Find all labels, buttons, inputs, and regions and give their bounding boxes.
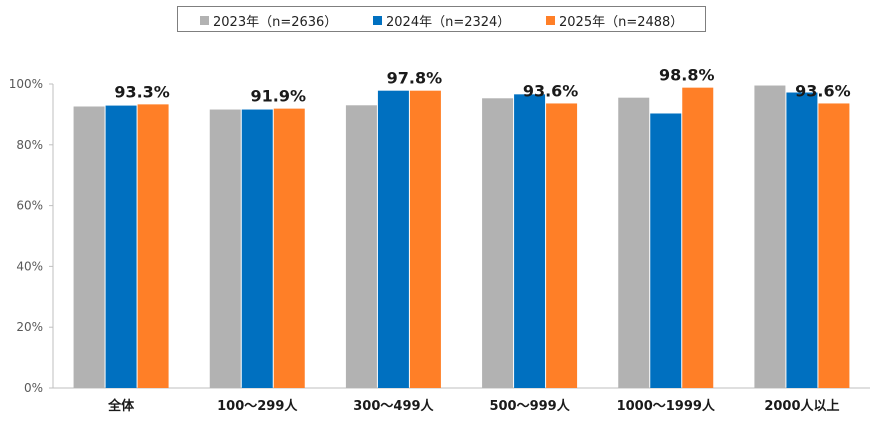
- bar: [105, 105, 137, 389]
- bar: [273, 108, 305, 389]
- x-tick-label: 500～999人: [489, 398, 570, 414]
- data-label: 93.3%: [114, 82, 170, 101]
- data-label: 98.8%: [659, 66, 715, 85]
- bar: [618, 97, 650, 389]
- legend-label-2025: 2025年（n=2488）: [559, 14, 684, 30]
- bar: [241, 109, 273, 388]
- bar: [377, 90, 409, 389]
- legend-label-2023: 2023年（n=2636）: [213, 14, 338, 30]
- legend-item-2025: 2025年（n=2488）: [546, 11, 684, 30]
- x-tick-label: 1000～1999人: [617, 398, 716, 414]
- y-tick-label: 40%: [16, 259, 43, 273]
- data-label: 97.8%: [387, 69, 443, 88]
- legend-swatch-2025: [546, 15, 555, 25]
- bar: [137, 104, 169, 389]
- x-tick-label: 全体: [107, 398, 135, 414]
- bar: [650, 113, 682, 388]
- y-tick-label: 20%: [16, 320, 43, 334]
- bar: [514, 94, 546, 388]
- bar: [682, 87, 714, 388]
- y-tick-label: 80%: [16, 138, 43, 152]
- y-tick-label: 0%: [24, 381, 43, 395]
- data-label: 93.6%: [523, 81, 579, 100]
- bar: [786, 92, 818, 389]
- bar: [345, 105, 377, 388]
- data-label: 91.9%: [250, 87, 306, 106]
- legend-item-2023: 2023年（n=2636）: [200, 11, 338, 30]
- bar: [546, 103, 578, 389]
- bar: [409, 90, 441, 389]
- legend-label-2024: 2024年（n=2324）: [386, 14, 511, 30]
- legend-swatch-2024: [373, 15, 382, 25]
- y-tick-label: 100%: [9, 77, 43, 91]
- y-tick-label: 60%: [16, 199, 43, 213]
- legend-swatch-2023: [200, 15, 209, 25]
- x-tick-label: 100～299人: [217, 398, 298, 414]
- x-tick-label: 300～499人: [353, 398, 434, 414]
- legend-item-2024: 2024年（n=2324）: [373, 11, 511, 30]
- legend: 2023年（n=2636） 2024年（n=2324） 2025年（n=2488…: [177, 6, 706, 32]
- bar: [209, 109, 241, 388]
- bar: [73, 106, 105, 388]
- x-tick-label: 2000人以上: [764, 398, 839, 414]
- bar: [482, 98, 514, 389]
- bar: [754, 85, 786, 389]
- data-label: 93.6%: [795, 81, 851, 100]
- bar: [818, 103, 850, 389]
